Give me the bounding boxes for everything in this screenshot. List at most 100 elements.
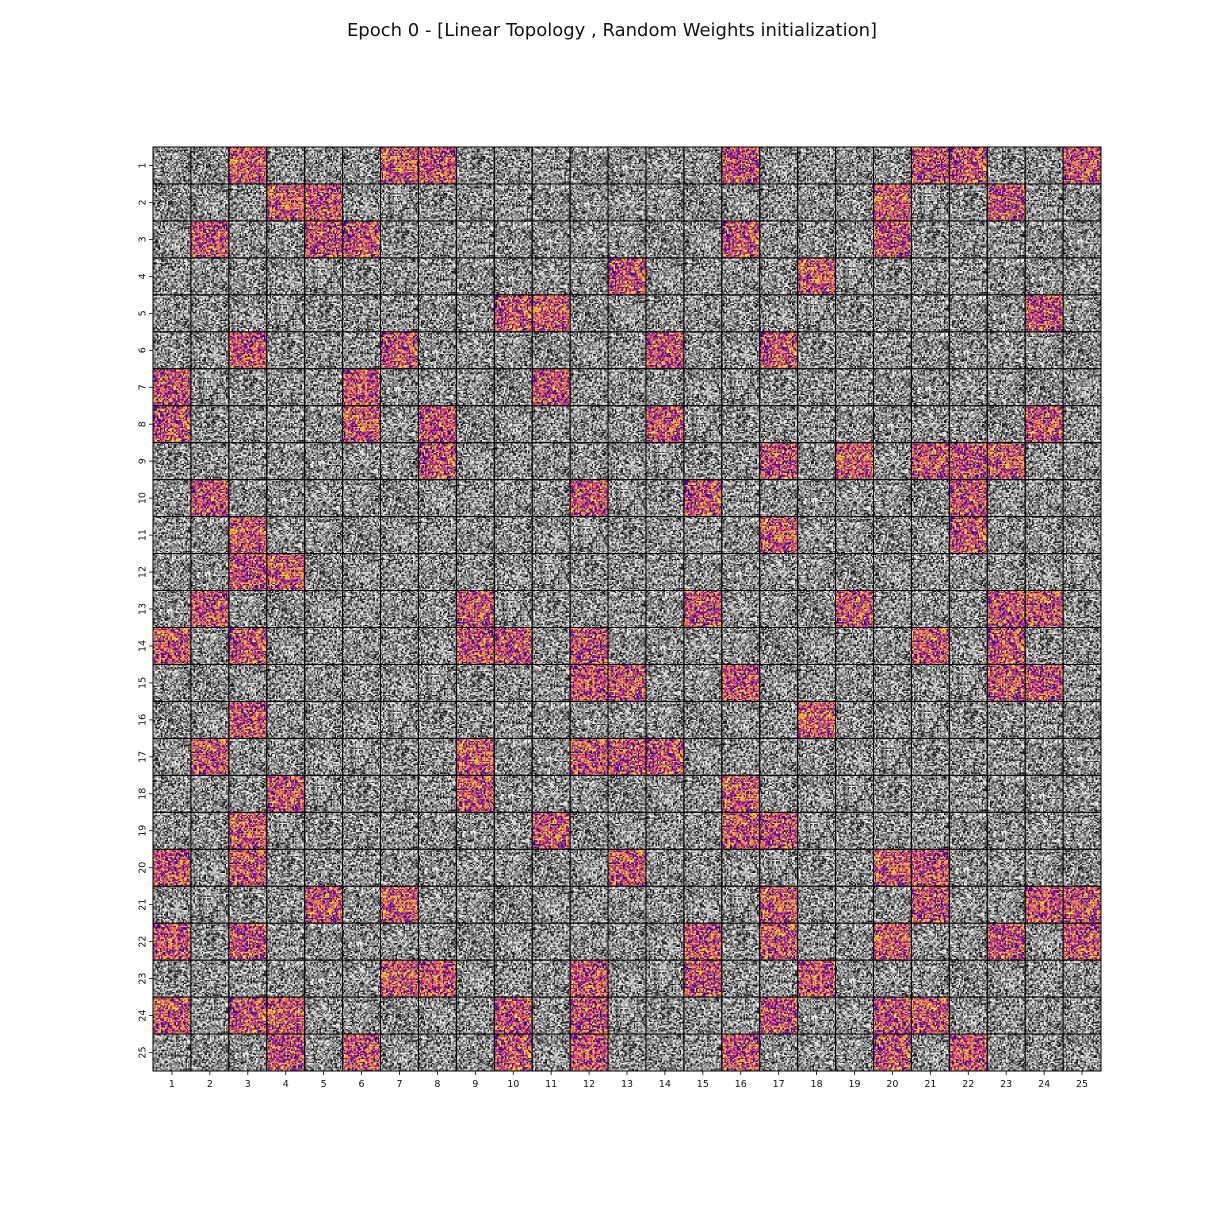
heatmap-cell-highlighted bbox=[1025, 294, 1064, 332]
heatmap-cell bbox=[1063, 183, 1101, 221]
heatmap-cell-highlighted bbox=[1063, 147, 1101, 184]
heatmap-cell-highlighted bbox=[304, 183, 343, 221]
heatmap-cell bbox=[949, 331, 988, 369]
heatmap-cell-highlighted bbox=[532, 294, 571, 332]
heatmap-cell bbox=[911, 738, 950, 776]
heatmap-cell bbox=[342, 960, 381, 998]
heatmap-cell bbox=[266, 738, 305, 776]
heatmap-cell bbox=[645, 923, 684, 961]
heatmap-cell bbox=[228, 1034, 267, 1071]
heatmap-cell bbox=[1025, 183, 1064, 221]
heatmap-cell bbox=[1025, 553, 1064, 591]
heatmap-cell bbox=[570, 220, 609, 258]
heatmap-cell bbox=[608, 923, 646, 961]
heatmap-cell bbox=[835, 183, 874, 221]
heatmap-cell bbox=[266, 257, 305, 295]
heatmap-cell bbox=[532, 997, 571, 1035]
heatmap-cell bbox=[1025, 812, 1064, 850]
heatmap-cell bbox=[1063, 479, 1101, 517]
heatmap-cell bbox=[683, 849, 722, 887]
heatmap-cell bbox=[153, 1034, 191, 1071]
heatmap-cell bbox=[228, 738, 267, 776]
heatmap-cell bbox=[683, 516, 722, 554]
heatmap-cell bbox=[456, 997, 495, 1035]
y-tick-label: 11 bbox=[138, 529, 149, 541]
heatmap-cell-highlighted bbox=[683, 479, 722, 517]
y-axis-ticks: 1234567891011121314151617181920212223242… bbox=[138, 162, 153, 1059]
heatmap-cell bbox=[304, 1034, 343, 1071]
heatmap-cell bbox=[759, 479, 798, 517]
heatmap-cell bbox=[494, 849, 533, 887]
y-tick-label: 1 bbox=[138, 162, 149, 168]
x-tick-label: 21 bbox=[924, 1079, 936, 1090]
heatmap-cell bbox=[987, 368, 1026, 406]
heatmap-cell-highlighted bbox=[949, 479, 988, 517]
heatmap-cell bbox=[721, 257, 760, 295]
heatmap-cell bbox=[608, 1034, 646, 1071]
heatmap-cell bbox=[456, 701, 495, 739]
y-tick-label: 17 bbox=[138, 751, 149, 763]
heatmap-cell bbox=[1063, 294, 1101, 332]
y-tick-label: 19 bbox=[138, 825, 149, 837]
heatmap-cells bbox=[153, 147, 1101, 1071]
heatmap-cell-highlighted bbox=[153, 997, 191, 1035]
heatmap-cell-highlighted bbox=[797, 960, 836, 998]
heatmap-cell bbox=[380, 479, 419, 517]
heatmap-cell-highlighted bbox=[1025, 590, 1064, 628]
x-tick-label: 16 bbox=[735, 1079, 747, 1090]
heatmap-cell bbox=[342, 590, 381, 628]
heatmap-cell bbox=[342, 738, 381, 776]
heatmap-cell bbox=[190, 960, 229, 998]
heatmap-cell bbox=[570, 183, 609, 221]
heatmap-cell bbox=[608, 220, 646, 258]
heatmap-cell bbox=[759, 183, 798, 221]
heatmap-cell bbox=[494, 812, 533, 850]
heatmap-cell-highlighted bbox=[987, 923, 1026, 961]
heatmap-cell bbox=[683, 183, 722, 221]
heatmap-cell bbox=[949, 775, 988, 813]
heatmap-cell bbox=[456, 553, 495, 591]
heatmap-cell bbox=[532, 220, 571, 258]
heatmap-cell bbox=[266, 849, 305, 887]
heatmap-cell bbox=[494, 479, 533, 517]
heatmap-cell bbox=[190, 183, 229, 221]
heatmap-cell bbox=[1063, 960, 1101, 998]
heatmap-cell bbox=[721, 738, 760, 776]
heatmap-cell-highlighted bbox=[721, 812, 760, 850]
heatmap-cell bbox=[304, 701, 343, 739]
heatmap-cell bbox=[949, 923, 988, 961]
heatmap-cell bbox=[342, 923, 381, 961]
heatmap-cell bbox=[418, 553, 457, 591]
x-tick-label: 11 bbox=[545, 1079, 557, 1090]
heatmap-cell-highlighted bbox=[266, 183, 305, 221]
heatmap-cell bbox=[911, 553, 950, 591]
heatmap-cell-highlighted bbox=[683, 960, 722, 998]
heatmap-cell bbox=[266, 701, 305, 739]
heatmap-cell bbox=[797, 775, 836, 813]
heatmap-cell bbox=[1063, 701, 1101, 739]
heatmap-cell bbox=[911, 701, 950, 739]
heatmap-cell bbox=[683, 220, 722, 258]
heatmap-cell bbox=[987, 1034, 1026, 1071]
heatmap-cell-highlighted bbox=[911, 442, 950, 480]
heatmap-cell bbox=[873, 368, 912, 406]
heatmap-cell bbox=[1025, 923, 1064, 961]
heatmap-cell bbox=[266, 331, 305, 369]
heatmap-cell bbox=[418, 997, 457, 1035]
heatmap-cell bbox=[532, 590, 571, 628]
heatmap-cell bbox=[608, 775, 646, 813]
heatmap-cell bbox=[532, 442, 571, 480]
heatmap-cell bbox=[721, 331, 760, 369]
heatmap-cell bbox=[911, 220, 950, 258]
heatmap-cell-highlighted bbox=[228, 516, 267, 554]
heatmap-cell bbox=[1063, 812, 1101, 850]
heatmap-cell bbox=[380, 923, 419, 961]
heatmap-cell-highlighted bbox=[949, 147, 988, 184]
x-tick-label: 2 bbox=[207, 1079, 213, 1090]
x-tick-label: 15 bbox=[697, 1079, 709, 1090]
heatmap-cell bbox=[683, 257, 722, 295]
heatmap-cell bbox=[949, 368, 988, 406]
y-tick-label: 2 bbox=[138, 199, 149, 205]
heatmap-cell bbox=[153, 886, 191, 924]
x-tick-label: 18 bbox=[811, 1079, 823, 1090]
